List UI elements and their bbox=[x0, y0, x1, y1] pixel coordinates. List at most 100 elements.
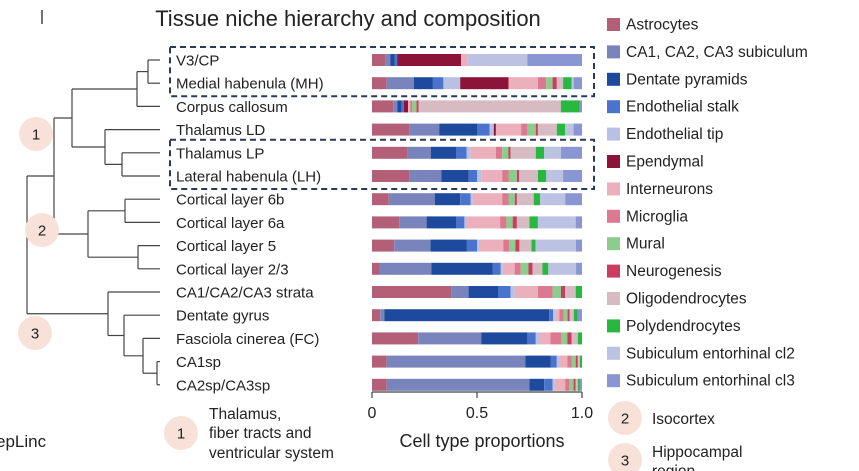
bar-segment bbox=[510, 146, 536, 159]
bar-segment bbox=[579, 100, 582, 113]
bar-segment bbox=[550, 355, 557, 368]
row-label: Dentate gyrus bbox=[176, 308, 269, 325]
bar-segment bbox=[537, 286, 553, 298]
stacked-bars bbox=[372, 54, 582, 391]
bar-segment bbox=[514, 286, 538, 298]
bar-segment bbox=[553, 309, 556, 322]
legend-swatch bbox=[607, 127, 620, 141]
bar-segment bbox=[515, 239, 520, 252]
bar-segment bbox=[514, 193, 517, 206]
bar-segment bbox=[573, 309, 578, 322]
bar-segment bbox=[443, 77, 461, 90]
bar-segment bbox=[470, 146, 496, 159]
bar-segment bbox=[508, 146, 511, 159]
bar-segment bbox=[516, 216, 530, 229]
bar-segment bbox=[575, 286, 582, 298]
legend-swatch bbox=[607, 155, 620, 168]
bar-segment bbox=[372, 332, 419, 345]
cluster-legend-text: ventricular system bbox=[209, 445, 334, 462]
legend-label: Endothelial tip bbox=[626, 126, 723, 143]
bar-segment bbox=[571, 77, 574, 90]
bar-segment bbox=[409, 123, 440, 136]
legend-swatch bbox=[607, 346, 620, 360]
row-label: Cortical layer 2/3 bbox=[176, 261, 289, 278]
bar-segment bbox=[537, 123, 557, 136]
bar-segment bbox=[552, 77, 557, 90]
bar-segment bbox=[414, 77, 433, 90]
bar-segment bbox=[456, 146, 467, 159]
cluster-badge-number: 2 bbox=[38, 223, 46, 240]
cluster-legend-number: 1 bbox=[177, 426, 185, 443]
bar-segment bbox=[372, 239, 395, 252]
bar-segment bbox=[495, 123, 522, 136]
row-label: Corpus callosum bbox=[176, 99, 288, 116]
bar-segment bbox=[500, 216, 507, 229]
bar-segment bbox=[394, 239, 431, 252]
bar-segment bbox=[468, 286, 498, 298]
bar-segment bbox=[464, 216, 467, 229]
legend-label: Mural bbox=[626, 236, 665, 253]
bar-segment bbox=[577, 332, 582, 345]
bar-segment bbox=[525, 355, 551, 368]
bar-segment bbox=[546, 170, 564, 182]
bar-segment bbox=[409, 170, 442, 182]
bar-segment bbox=[559, 309, 564, 322]
x-tick-label: 0 bbox=[368, 405, 377, 422]
cluster-legend-text: fiber tracts and bbox=[209, 425, 312, 442]
bar-segment bbox=[512, 216, 517, 229]
bar-segment bbox=[418, 100, 561, 113]
bar-segment bbox=[430, 146, 456, 159]
bar-segment bbox=[502, 262, 515, 275]
cluster-badge bbox=[19, 117, 53, 151]
bar-segment bbox=[527, 332, 536, 345]
bar-segment bbox=[527, 54, 582, 66]
bar-segment bbox=[388, 193, 435, 206]
bar-segment bbox=[408, 100, 411, 113]
bar-segment bbox=[567, 355, 572, 368]
bar-segment bbox=[416, 100, 419, 113]
bar-segment bbox=[386, 77, 414, 90]
bar-segment bbox=[540, 193, 566, 206]
bar-segment bbox=[380, 309, 385, 322]
bar-segment bbox=[372, 193, 389, 206]
legend-swatch bbox=[607, 209, 620, 223]
bar-segment bbox=[481, 332, 528, 345]
bar-segment bbox=[372, 170, 410, 182]
bar-segment bbox=[397, 100, 402, 113]
bar-segment bbox=[537, 170, 547, 182]
bar-segment bbox=[493, 123, 496, 136]
dendrogram: 1 2 3 bbox=[18, 59, 160, 386]
bar-segment bbox=[372, 216, 400, 229]
row-label: CA1sp bbox=[176, 354, 221, 371]
bar-segment bbox=[577, 355, 580, 368]
legend: Astrocytes CA1, CA2, CA3 subiculum Dentate… bbox=[607, 17, 808, 390]
bar-segment bbox=[537, 77, 547, 90]
legend-swatch bbox=[607, 72, 620, 86]
bar-segment bbox=[412, 100, 417, 113]
bar-segment bbox=[535, 239, 576, 252]
bar-segment bbox=[529, 216, 538, 229]
bar-segment bbox=[399, 216, 427, 229]
x-tick-label: 1.0 bbox=[571, 405, 593, 422]
row-labels: V3/CP Medial habenula (MH) Corpus callosum… bbox=[176, 53, 324, 395]
bar-segment bbox=[554, 378, 566, 391]
bar-segment bbox=[407, 146, 431, 159]
bar-segment bbox=[502, 146, 509, 159]
highlight-box bbox=[169, 46, 595, 98]
bar-segment bbox=[508, 77, 538, 90]
bar-segment bbox=[393, 100, 398, 113]
bar-segment bbox=[500, 262, 503, 275]
bar-segment bbox=[435, 193, 461, 206]
bar-segment bbox=[571, 332, 578, 345]
cluster-badge-number: 3 bbox=[31, 326, 39, 343]
bar-segment bbox=[510, 286, 515, 298]
legend-label: Dentate pyramids bbox=[626, 71, 748, 88]
legend-swatch bbox=[607, 264, 620, 278]
bar-segment bbox=[565, 378, 570, 391]
bar-segment bbox=[418, 332, 482, 345]
row-label: Lateral habenula (LH) bbox=[176, 169, 321, 186]
bar-segment bbox=[372, 123, 410, 136]
bar-segment bbox=[401, 100, 404, 113]
legend-label: CA1, CA2, CA3 subiculum bbox=[626, 44, 808, 61]
cluster-legend-text: Isocortex bbox=[652, 411, 715, 428]
